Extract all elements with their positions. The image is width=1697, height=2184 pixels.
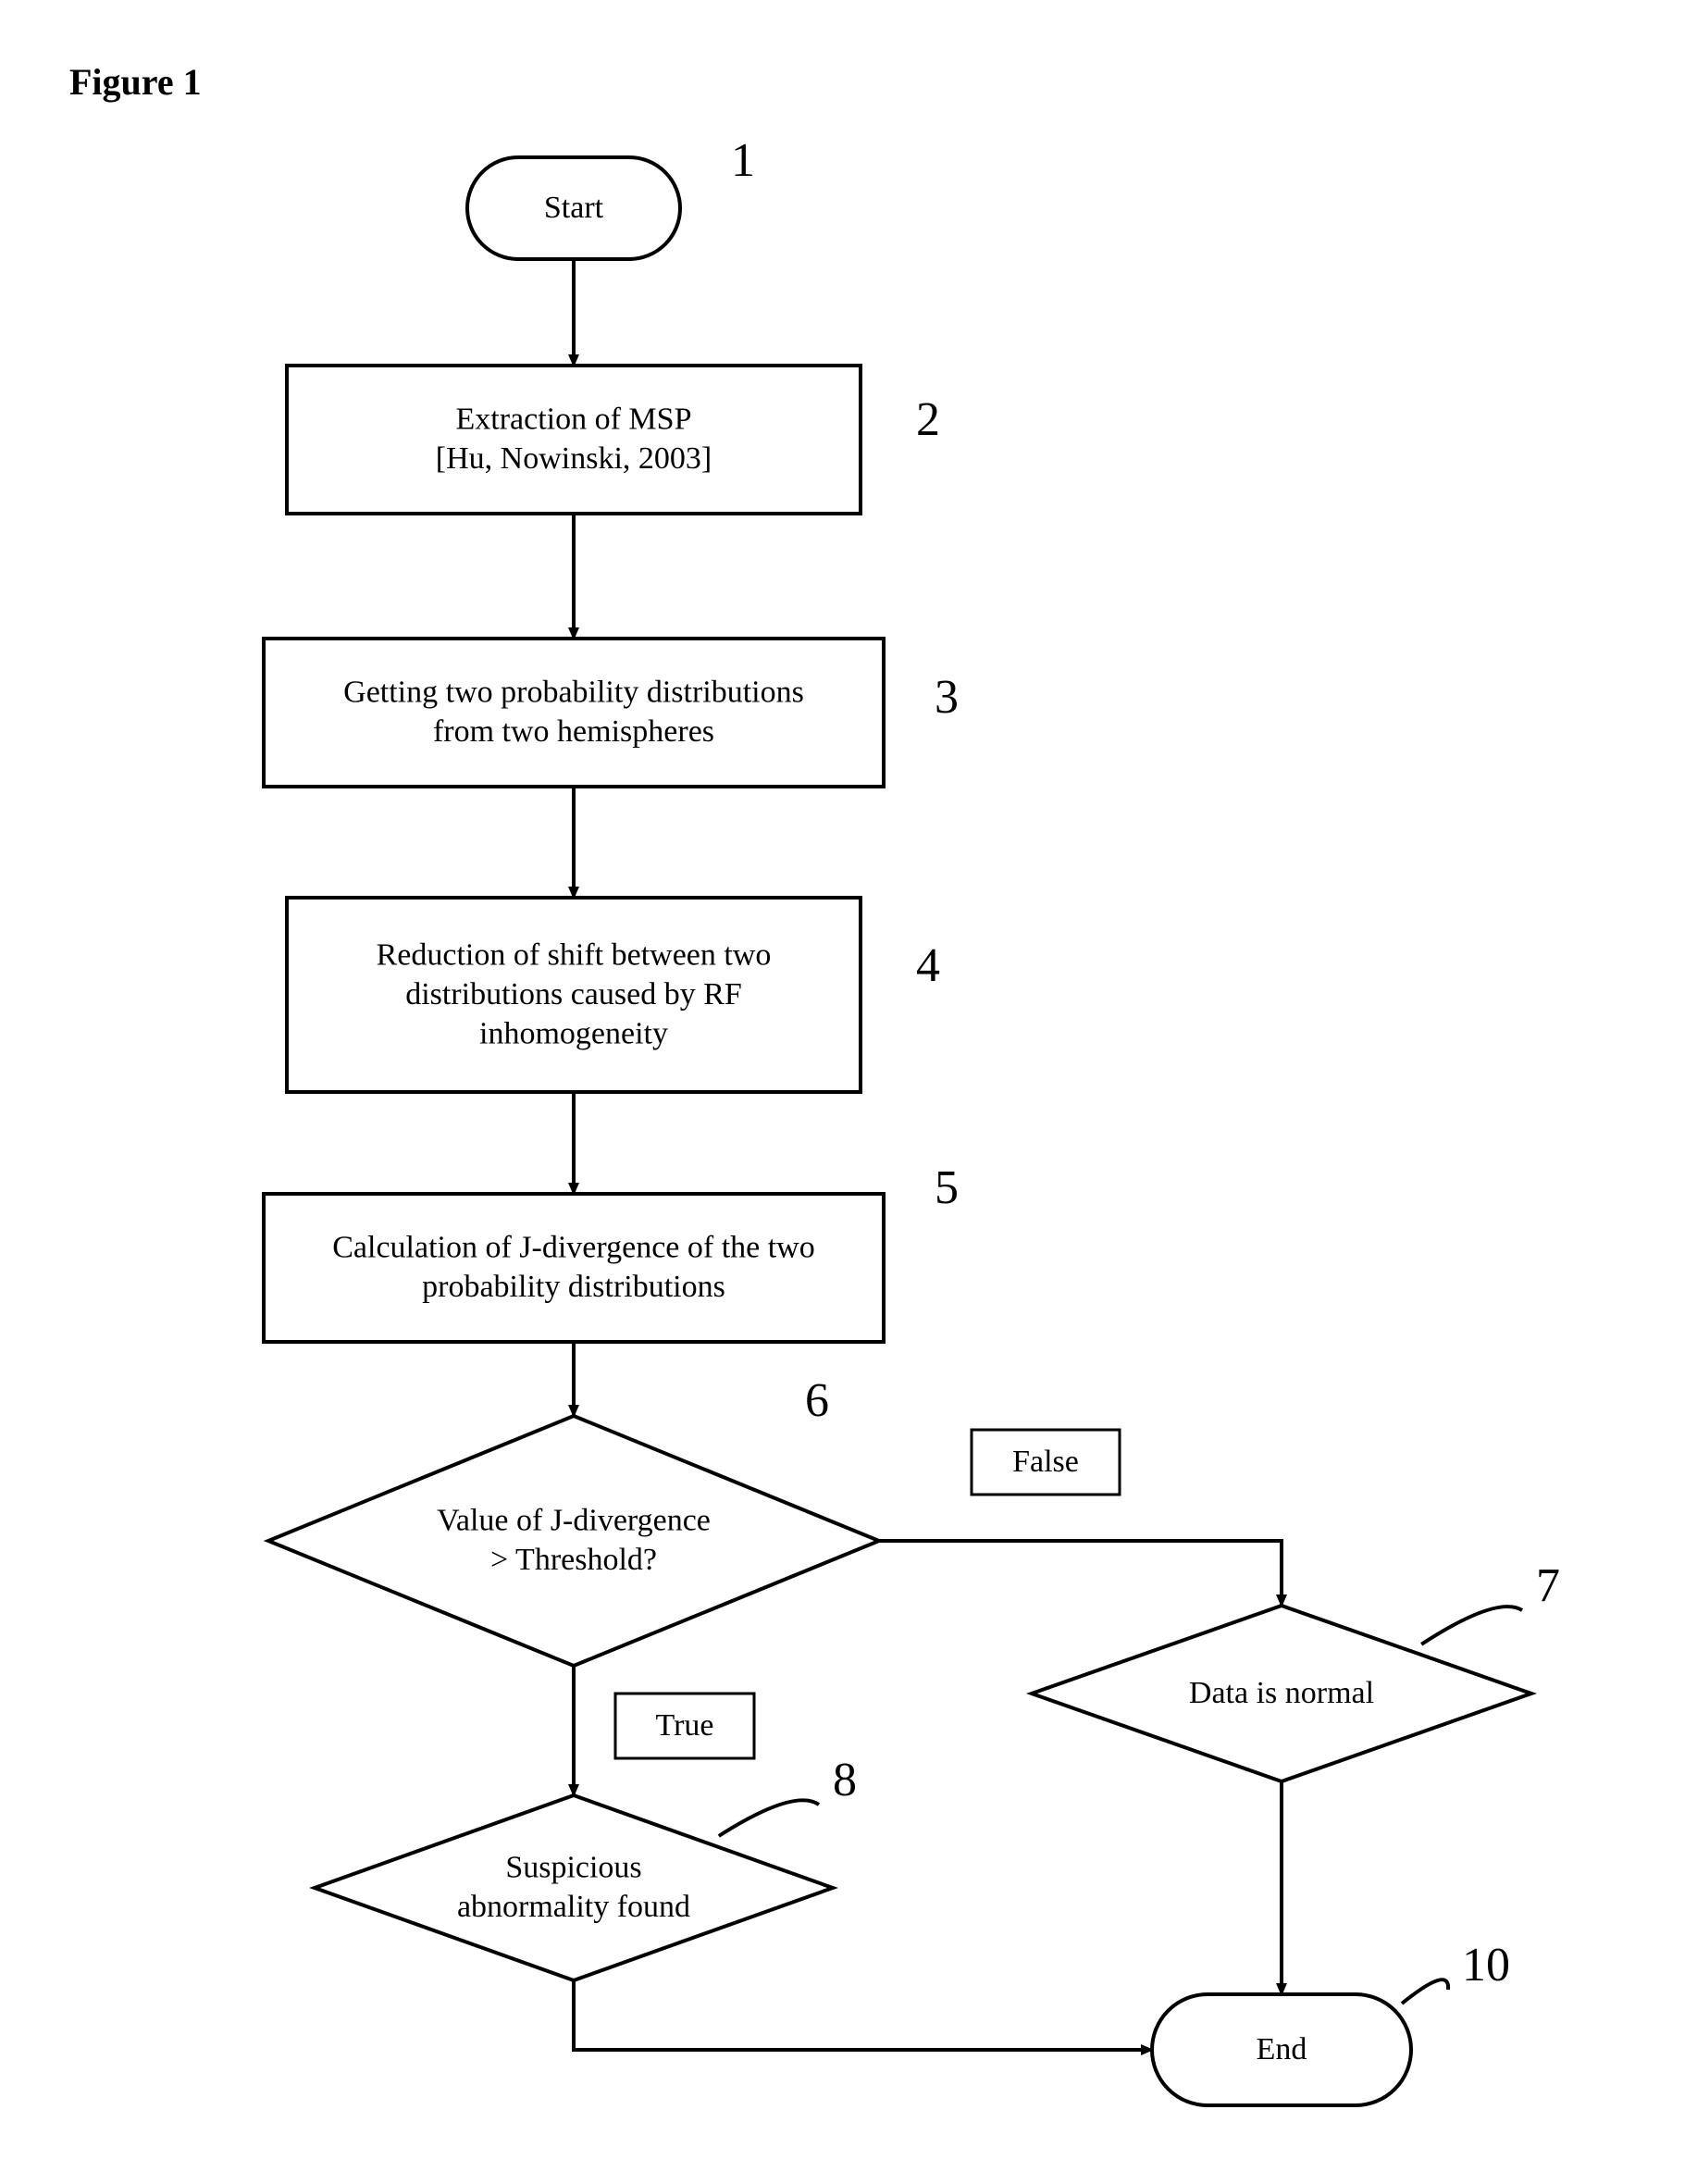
edge <box>574 1980 1152 2050</box>
callout-number: 4 <box>916 939 940 992</box>
node-label-line: Value of J-divergence <box>437 1504 711 1538</box>
page: Figure 1 StartExtraction of MSP[Hu, Nowi… <box>0 0 1697 2184</box>
node-label-line: Extraction of MSP <box>456 403 692 437</box>
decision-node <box>315 1795 833 1980</box>
node-label-line: Getting two probability distributions <box>343 676 804 710</box>
callout-number: 7 <box>1536 1559 1560 1612</box>
callout-number: 10 <box>1462 1939 1510 1992</box>
process-node <box>264 639 884 787</box>
node-label: Start <box>544 191 604 225</box>
flowchart: Start Extraction of MSP [Hu, Nowinski, 200… <box>0 0 1697 2184</box>
callout-leader <box>1421 1607 1522 1644</box>
callout-leader <box>1402 1979 1448 2004</box>
callout-number: 6 <box>805 1374 829 1427</box>
node-label-line: from two hemispheres <box>433 714 714 749</box>
node-label-line: [Hu, Nowinski, 2003] <box>436 441 712 476</box>
process-node <box>264 1194 884 1342</box>
process-node <box>287 366 861 514</box>
callout-number: 3 <box>935 671 959 724</box>
node-label-line: Calculation of J-divergence of the two <box>332 1231 815 1265</box>
node-label-line: Suspicious <box>505 1851 641 1885</box>
node-label-line: inhomogeneity <box>479 1016 668 1050</box>
callout-number: 1 <box>731 134 755 187</box>
node-label-line: abnormality found <box>457 1890 690 1924</box>
node-label-line: Reduction of shift between two <box>377 937 772 972</box>
decision-node <box>268 1416 879 1666</box>
callout-number: 8 <box>833 1754 857 1806</box>
node-label-line: distributions caused by RF <box>405 977 742 1011</box>
callout-number: 2 <box>916 393 940 446</box>
node-label-line: probability distributions <box>422 1270 725 1304</box>
edge-label: False <box>1012 1445 1079 1479</box>
edge-label: True <box>656 1708 714 1743</box>
node-label: End <box>1257 2032 1307 2066</box>
edge <box>879 1541 1282 1606</box>
callout-number: 5 <box>935 1161 959 1214</box>
callout-leader <box>719 1800 819 1836</box>
node-label-line: > Threshold? <box>490 1543 657 1577</box>
node-label-line: Data is normal <box>1189 1676 1374 1710</box>
